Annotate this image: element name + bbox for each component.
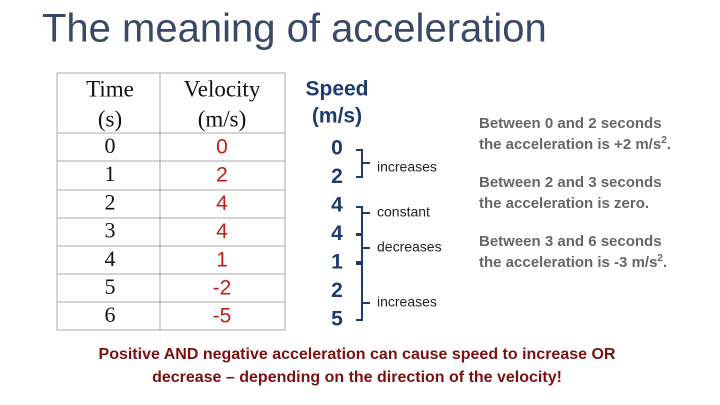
table-grid bbox=[56, 72, 286, 331]
speed-value: 1 bbox=[331, 251, 343, 274]
note-line: the acceleration is +2 m/s2. bbox=[479, 135, 671, 153]
note-end: . bbox=[667, 136, 671, 153]
velocity-cell: 0 bbox=[216, 136, 228, 159]
brackets bbox=[356, 149, 370, 321]
change-label: decreases bbox=[377, 239, 442, 255]
change-label: increases bbox=[377, 159, 437, 175]
note-text: the acceleration is +2 m/s bbox=[479, 136, 661, 153]
note-line: Between 3 and 6 seconds bbox=[479, 233, 662, 250]
note-line: Between 0 and 2 seconds bbox=[479, 115, 662, 132]
time-cell: 1 bbox=[105, 161, 116, 186]
velocity-cell: 4 bbox=[216, 192, 228, 215]
note-sup: 2 bbox=[657, 253, 663, 264]
note-line: the acceleration is -3 m/s2. bbox=[479, 253, 667, 271]
note-end: . bbox=[663, 254, 667, 271]
time-cell: 3 bbox=[105, 218, 116, 243]
table-header: Time bbox=[86, 76, 134, 101]
footer-line: decrease – depending on the direction of… bbox=[152, 369, 562, 386]
time-cell: 2 bbox=[105, 189, 116, 214]
speed-value: 4 bbox=[331, 194, 343, 217]
time-cell: 0 bbox=[105, 133, 116, 158]
speed-value: 5 bbox=[331, 308, 343, 331]
table-header: (s) bbox=[98, 106, 122, 131]
table-header: Velocity bbox=[184, 76, 261, 101]
time-cell: 6 bbox=[105, 302, 116, 327]
change-label: constant bbox=[377, 204, 430, 220]
note-sup: 2 bbox=[661, 135, 667, 146]
change-label: increases bbox=[377, 294, 437, 310]
slide-title: The meaning of acceleration bbox=[42, 7, 547, 51]
velocity-cell: -5 bbox=[213, 305, 232, 328]
speed-value: 2 bbox=[331, 279, 343, 302]
speed-header: Speed bbox=[305, 78, 368, 101]
speed-value: 0 bbox=[331, 137, 343, 160]
note-text: the acceleration is -3 m/s bbox=[479, 254, 657, 271]
time-cell: 4 bbox=[105, 246, 116, 271]
table-header: (m/s) bbox=[198, 106, 247, 131]
speed-value: 2 bbox=[331, 165, 343, 188]
note-line: Between 2 and 3 seconds bbox=[479, 174, 662, 191]
velocity-cell: 2 bbox=[216, 164, 228, 187]
speed-header: (m/s) bbox=[312, 105, 362, 128]
speed-value: 4 bbox=[331, 222, 343, 245]
time-cell: 5 bbox=[105, 274, 116, 299]
note-line: the acceleration is zero. bbox=[479, 195, 649, 212]
note-text: the acceleration is zero. bbox=[479, 195, 649, 212]
velocity-cell: -2 bbox=[213, 277, 232, 300]
footer-line: Positive AND negative acceleration can c… bbox=[99, 346, 616, 363]
velocity-cell: 1 bbox=[216, 248, 228, 271]
velocity-cell: 4 bbox=[216, 220, 228, 243]
